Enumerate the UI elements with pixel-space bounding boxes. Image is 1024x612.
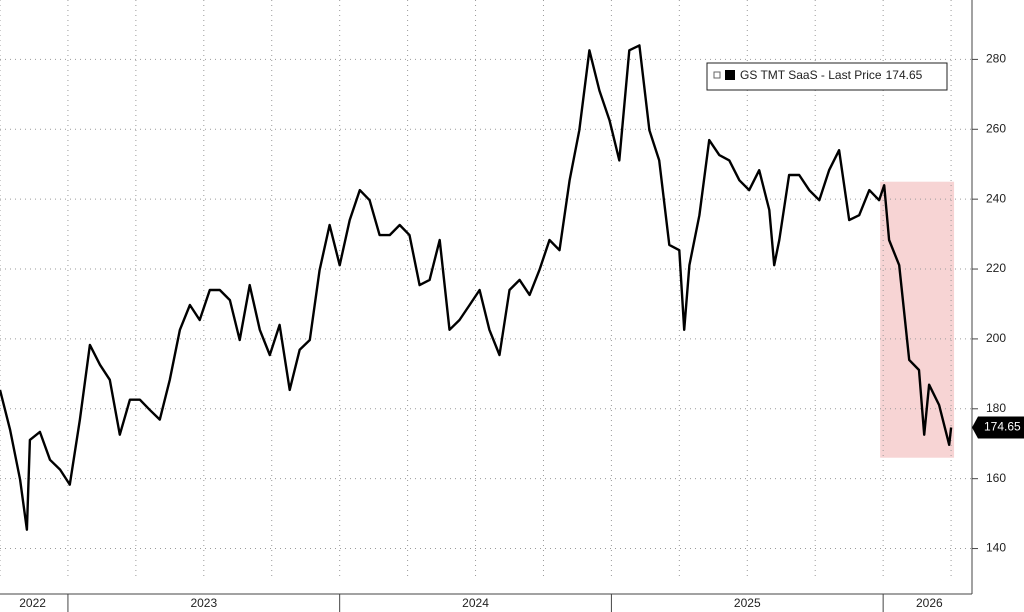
x-tick-label: 2026 (916, 596, 943, 610)
legend-last-value: 174.65 (886, 68, 923, 82)
legend: GS TMT SaaS - Last Price 174.65 (706, 62, 948, 91)
x-tick-label: 2023 (190, 596, 217, 610)
y-tick-label: 240 (986, 191, 1006, 205)
legend-box (706, 62, 948, 91)
x-tick-label: 2025 (734, 596, 761, 610)
last-price-label: 174.65 (984, 420, 1021, 434)
y-tick-label: 280 (986, 52, 1006, 66)
legend-swatch (725, 70, 735, 80)
legend-text: GS TMT SaaS - Last Price 174.65 (740, 68, 923, 82)
y-tick-label: 260 (986, 121, 1006, 135)
x-tick-label: 2022 (19, 596, 46, 610)
x-tick-label: 2024 (462, 596, 489, 610)
y-tick-label: 180 (986, 401, 1006, 415)
y-tick-label: 200 (986, 331, 1006, 345)
y-tick-label: 160 (986, 471, 1006, 485)
legend-label: GS TMT SaaS - Last Price (740, 68, 882, 82)
legend-expand-icon (713, 71, 721, 79)
last-price-tag (972, 416, 1024, 439)
y-tick-label: 220 (986, 261, 1006, 275)
price-line (0, 44, 953, 531)
y-tick-label: 140 (986, 541, 1006, 555)
